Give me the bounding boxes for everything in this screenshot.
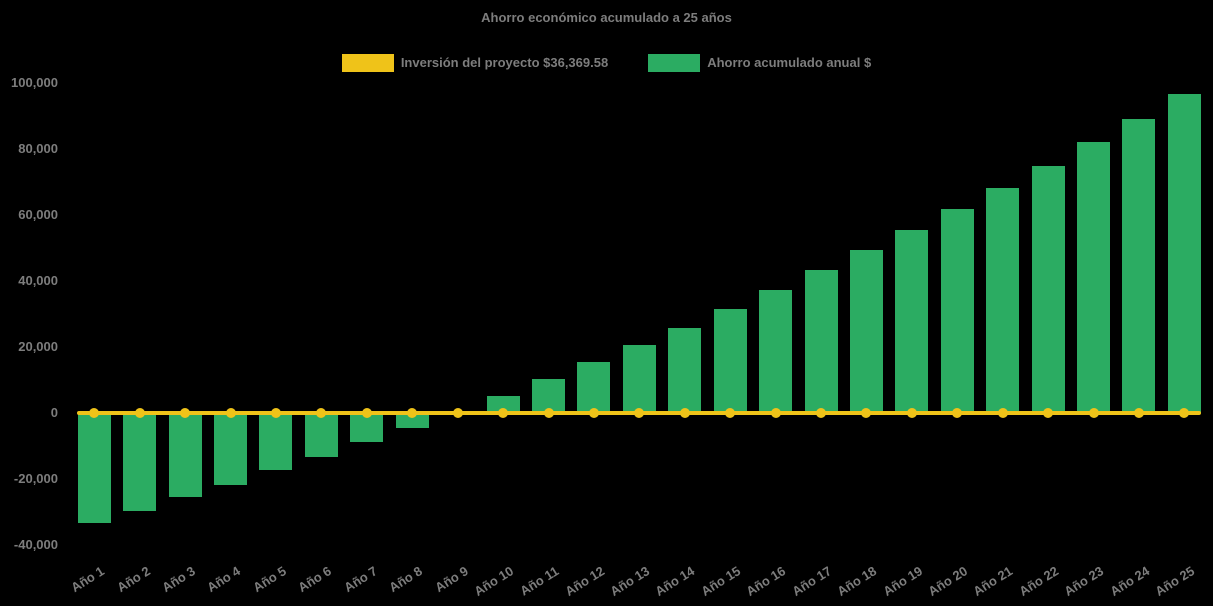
bar-año-16 <box>759 289 793 413</box>
investment-line-marker <box>816 408 827 418</box>
investment-line-marker <box>588 408 599 418</box>
bar-año-21 <box>986 187 1020 413</box>
investment-line-marker <box>906 408 917 418</box>
x-tick-label: Año 14 <box>652 563 698 599</box>
y-tick-label: -20,000 <box>13 471 58 486</box>
x-tick-label: Año 8 <box>386 563 425 596</box>
investment-line-marker <box>952 408 963 418</box>
legend-label-investment: Inversión del proyecto $36,369.58 <box>400 55 609 70</box>
x-tick-label: Año 19 <box>879 563 925 599</box>
investment-line-marker <box>725 408 736 418</box>
y-tick-label: 100,000 <box>11 75 58 90</box>
x-tick-label: Año 9 <box>431 563 471 596</box>
investment-line-marker <box>452 408 463 418</box>
investment-line-marker <box>861 408 872 418</box>
x-tick-label: Año 20 <box>925 563 970 599</box>
x-tick-label: Año 25 <box>1152 563 1198 599</box>
x-tick-label: Año 15 <box>698 563 743 599</box>
y-tick-label: -40,000 <box>13 537 58 552</box>
y-tick-label: 60,000 <box>18 207 58 222</box>
chart-title: Ahorro económico acumulado a 25 años <box>481 10 732 25</box>
bar-año-4 <box>214 413 248 486</box>
investment-line-marker <box>316 408 327 418</box>
bar-año-6 <box>304 413 338 457</box>
x-tick-label: Año 17 <box>789 563 834 599</box>
x-tick-label: Año 21 <box>970 563 1016 599</box>
legend-item-investment: Inversión del proyecto $36,369.58 <box>341 54 609 72</box>
x-tick-label: Año 1 <box>68 563 108 596</box>
x-tick-label: Año 7 <box>340 563 380 596</box>
investment-line-marker <box>634 408 645 418</box>
bar-año-25 <box>1167 93 1201 413</box>
investment-line-marker <box>134 408 145 418</box>
y-tick-label: 0 <box>50 405 58 420</box>
x-tick-label: Año 6 <box>295 563 335 596</box>
investment-line-marker <box>770 408 781 418</box>
investment-line-marker <box>270 408 281 418</box>
x-tick-label: Año 12 <box>561 563 607 599</box>
x-tick-label: Año 3 <box>159 563 198 596</box>
x-tick-label: Año 23 <box>1061 563 1107 599</box>
x-tick-label: Año 16 <box>743 563 789 599</box>
x-tick-label: Año 10 <box>471 563 516 599</box>
bar-año-3 <box>168 413 202 498</box>
bar-año-10 <box>486 395 520 413</box>
bar-año-8 <box>395 413 429 428</box>
x-tick-label: Año 13 <box>607 563 653 599</box>
x-tick-label: Año 5 <box>250 563 289 596</box>
bar-año-18 <box>849 250 883 413</box>
investment-line-marker <box>361 408 372 418</box>
investment-line-marker <box>498 408 509 418</box>
legend: Inversión del proyecto $36,369.58 Ahorro… <box>0 54 1213 72</box>
investment-line-marker <box>180 408 191 418</box>
bar-año-13 <box>622 345 656 413</box>
x-tick-label: Año 22 <box>1016 563 1061 599</box>
y-tick-label: 40,000 <box>18 273 58 288</box>
investment-line-marker <box>679 408 690 418</box>
x-tick-label: Año 2 <box>113 563 153 596</box>
bar-año-23 <box>1077 141 1111 413</box>
investment-line-swatch <box>341 54 394 72</box>
y-tick-label: 80,000 <box>18 141 58 156</box>
bar-año-1 <box>77 413 111 524</box>
investment-line-marker <box>407 408 418 418</box>
x-tick-label: Año 24 <box>1106 563 1152 599</box>
bar-año-24 <box>1122 118 1156 413</box>
bar-año-17 <box>804 269 838 413</box>
investment-line-marker <box>89 408 100 418</box>
bar-año-22 <box>1031 166 1065 413</box>
investment-line-marker <box>1133 408 1144 418</box>
investment-line-marker <box>225 408 236 418</box>
savings-bar-swatch <box>648 54 701 72</box>
investment-line-marker <box>1088 408 1099 418</box>
bar-año-14 <box>668 327 702 413</box>
legend-label-savings: Ahorro acumulado anual $ <box>707 55 872 70</box>
investment-line-marker <box>1179 408 1190 418</box>
bar-año-2 <box>123 413 157 511</box>
x-tick-label: Año 11 <box>517 563 562 599</box>
investment-line-marker <box>997 408 1008 418</box>
x-tick-label: Año 18 <box>834 563 880 599</box>
y-tick-label: 20,000 <box>18 339 58 354</box>
bar-año-20 <box>940 209 974 413</box>
x-tick-label: Año 4 <box>204 563 244 596</box>
legend-item-savings: Ahorro acumulado anual $ <box>648 54 871 72</box>
bar-año-19 <box>895 229 929 413</box>
bar-año-5 <box>259 413 293 471</box>
investment-line-marker <box>1043 408 1054 418</box>
investment-line-marker <box>543 408 554 418</box>
bar-año-11 <box>532 379 565 413</box>
bar-año-15 <box>713 308 747 413</box>
bar-año-12 <box>577 362 611 413</box>
